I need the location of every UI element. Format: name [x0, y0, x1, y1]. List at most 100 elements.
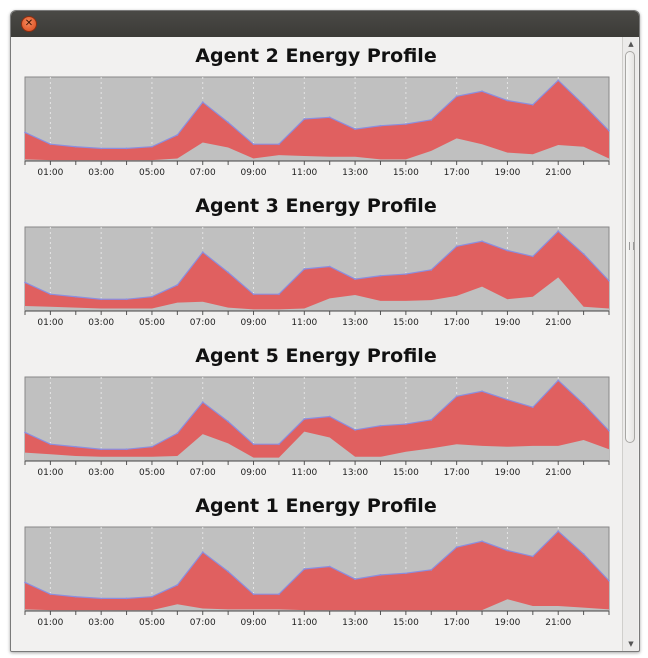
data-point [506, 398, 509, 401]
x-tick-label: 07:00 [190, 468, 216, 478]
data-point [328, 415, 331, 418]
chart-title: Agent 3 Energy Profile [195, 195, 437, 217]
series-total-line [24, 379, 610, 450]
data-point [379, 424, 382, 427]
data-point [354, 429, 356, 431]
x-tick-label: 13:00 [342, 468, 368, 478]
data-point [328, 116, 331, 119]
data-point [303, 118, 306, 120]
x-tick-label: 05:00 [139, 168, 165, 178]
energy-chart: 01:00 03:00 05:00 07:00 09:00 11:00 13:00 15:00… [24, 76, 610, 178]
x-tick-label: 09:00 [241, 318, 267, 328]
x-tick-label: 03:00 [88, 318, 114, 328]
data-point [252, 593, 255, 596]
data-point [430, 568, 433, 571]
x-tick-label: 19:00 [494, 318, 520, 328]
data-point [608, 429, 610, 432]
x-tick-label: 17:00 [444, 468, 470, 478]
data-point [582, 252, 585, 255]
x-tick-label: 01:00 [37, 318, 63, 328]
data-point [125, 147, 128, 150]
series-total-line [24, 530, 610, 600]
data-point [303, 268, 306, 270]
data-point [557, 79, 560, 82]
series-base-area [25, 138, 609, 161]
chart-title: Agent 2 Energy Profile [195, 45, 437, 67]
data-point [151, 295, 153, 298]
data-point [328, 565, 331, 568]
x-tick-label: 03:00 [88, 168, 114, 178]
scroll-up-arrow-icon[interactable]: ▲ [628, 40, 634, 48]
data-point [582, 402, 585, 405]
data-point [531, 555, 534, 558]
x-tick-label: 21:00 [545, 618, 571, 628]
data-point [455, 546, 458, 549]
data-point [227, 420, 230, 423]
x-tick-label: 17:00 [444, 618, 470, 628]
x-tick-label: 01:00 [37, 168, 63, 178]
series-base-area [25, 599, 609, 611]
data-point [303, 418, 306, 420]
data-point [481, 540, 483, 543]
data-point [379, 274, 382, 277]
data-point [24, 581, 26, 584]
scroll-down-arrow-icon[interactable]: ▼ [628, 640, 634, 648]
x-tick-label: 11:00 [291, 168, 317, 178]
close-icon[interactable]: ✕ [21, 16, 37, 32]
x-tick-label: 05:00 [139, 468, 165, 478]
x-tick-label: 03:00 [88, 618, 114, 628]
vertical-scrollbar[interactable]: ▲ ▼ [622, 37, 638, 651]
data-point [278, 443, 280, 446]
data-point [404, 123, 407, 125]
data-point [125, 597, 128, 600]
data-point [24, 281, 26, 284]
data-point [278, 143, 280, 146]
x-tick-label: 05:00 [139, 318, 165, 328]
x-tick-label: 01:00 [37, 618, 63, 628]
data-point [582, 552, 585, 555]
series-base-area [25, 277, 609, 311]
grip-icon [629, 242, 634, 250]
data-point [252, 443, 255, 446]
scroll-thumb[interactable] [625, 51, 635, 443]
data-point [506, 99, 509, 102]
x-tick-label: 21:00 [545, 468, 571, 478]
data-point [430, 268, 433, 271]
data-point [74, 595, 77, 598]
data-point [481, 390, 483, 393]
data-point [404, 572, 407, 575]
data-point [100, 298, 103, 301]
data-point [24, 431, 26, 434]
data-point [49, 593, 52, 596]
chart-title: Agent 1 Energy Profile [195, 495, 437, 517]
data-point [74, 295, 77, 298]
data-point [379, 573, 382, 576]
data-point [354, 128, 356, 130]
data-point [278, 593, 280, 596]
x-tick-label: 11:00 [291, 318, 317, 328]
data-point [455, 395, 458, 398]
data-point [582, 103, 585, 106]
x-tick-label: 13:00 [342, 318, 368, 328]
chart-panel-agent-1: Agent 1 Energy Profile 01:00 03:00 05:00 07… [11, 487, 621, 637]
data-point [125, 298, 128, 301]
data-point [49, 293, 52, 296]
data-point [278, 293, 280, 296]
x-tick-label: 21:00 [545, 318, 571, 328]
series-total-area [25, 531, 609, 611]
data-point [100, 147, 103, 150]
x-tick-label: 09:00 [241, 618, 267, 628]
x-tick-label: 17:00 [444, 168, 470, 178]
x-tick-label: 17:00 [444, 318, 470, 328]
title-bar: ✕ [11, 11, 639, 37]
x-tick-label: 15:00 [393, 468, 419, 478]
data-point [24, 131, 26, 134]
data-point [74, 145, 77, 148]
data-point [608, 129, 610, 132]
x-tick-label: 07:00 [190, 618, 216, 628]
x-tick-label: 13:00 [342, 618, 368, 628]
data-point [151, 595, 153, 598]
chart-panel-agent-5: Agent 5 Energy Profile 01:00 03:00 05:00 07… [11, 337, 621, 487]
chart-panel-agent-3: Agent 3 Energy Profile 01:00 03:00 05:00 07… [11, 187, 621, 337]
series-total-line [24, 79, 610, 150]
